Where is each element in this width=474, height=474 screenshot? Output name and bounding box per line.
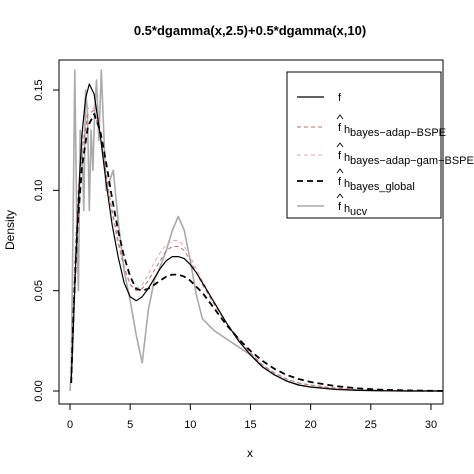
legend-h: h [344,152,350,164]
y-tick-label: 0.15 [33,79,45,100]
chart-title: 0.5*dgamma(x,2.5)+0.5*dgamma(x,10) [134,23,366,38]
series-layer [69,69,444,392]
x-axis: 0 5 10 15 20 25 30 [67,404,437,431]
x-tick-label: 15 [244,419,256,431]
legend-sublabel: bayes−adap−BSPE [350,127,446,139]
legend-sublabel: bayes−adap−gam−BSPE [350,155,474,167]
x-tick-label: 20 [305,419,317,431]
x-tick-label: 5 [127,419,133,431]
y-axis: 0.00 0.05 0.10 0.15 [33,79,59,402]
plot-box [58,59,444,405]
y-tick-label: 0.10 [33,180,45,201]
series-line-0 [70,83,443,392]
x-tick-label: 10 [184,419,196,431]
y-axis-label: Density [3,210,17,250]
legend-box [286,71,442,219]
legend-h: h [344,124,350,136]
y-tick-label: 0.00 [33,380,45,401]
x-tick-label: 30 [425,419,437,431]
legend-hat-mark [336,193,344,199]
legend-label: f [338,122,342,134]
legend-h: h [344,178,350,190]
y-tick-label: 0.05 [33,280,45,301]
legend-label: f [338,150,342,162]
legend-hat-mark [336,168,344,174]
x-tick-label: 25 [365,419,377,431]
legend-label: f [338,92,342,104]
x-tick-label: 0 [67,419,73,431]
legend-hat-mark [336,114,344,120]
legend-sublabel: ucv [350,206,368,218]
legend-hat-mark [336,142,344,148]
legend-label: f [338,176,342,188]
x-axis-label: x [247,446,253,460]
legend-sublabel: bayes_global [350,181,415,193]
legend-h: h [344,203,350,215]
legend-label: f [338,201,342,213]
